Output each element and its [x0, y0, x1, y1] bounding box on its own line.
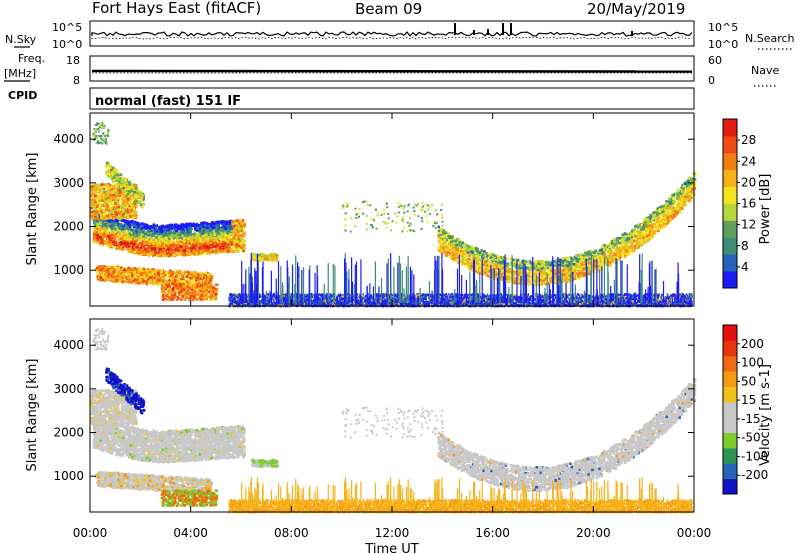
colorbar-tick-label: 8	[741, 239, 749, 253]
freq-trace	[92, 71, 692, 72]
colorbar-swatch	[723, 220, 737, 237]
nsky-label: N.Sky	[5, 33, 37, 46]
x-tick-label: 16:00	[475, 526, 510, 540]
y-tick-label: 1000	[53, 469, 84, 483]
colorbar-swatch	[723, 448, 737, 464]
colorbar-swatch	[723, 371, 737, 387]
velocity-ylabel: Slant Range [km]	[25, 359, 40, 472]
noise-tick-right-bottom: 10^0	[708, 38, 738, 51]
x-tick-label: 12:00	[375, 526, 410, 540]
y-tick-label: 4000	[53, 132, 84, 146]
nsearch-trace	[92, 37, 692, 39]
y-tick-label: 2000	[53, 426, 84, 440]
colorbar-swatch	[723, 325, 737, 341]
velocity-data	[90, 328, 696, 513]
freq-tick-top: 18	[66, 54, 80, 67]
colorbar-tick-label: 12	[741, 218, 756, 232]
cpid-label: CPID	[8, 89, 37, 102]
colorbar-tick-label: 20	[741, 175, 756, 189]
y-tick-label: 2000	[53, 220, 84, 234]
noise-tick-left-bottom: 10^0	[52, 38, 82, 51]
velocity-colorbar-label: Velocity [m s-1]	[758, 364, 773, 466]
x-tick-label: 00:00	[73, 526, 108, 540]
colorbar-swatch	[723, 153, 737, 170]
freq-unit: [MHz]	[4, 67, 36, 80]
y-tick-label: 1000	[53, 263, 84, 277]
colorbar-swatch	[723, 254, 737, 271]
nave-tick-bottom: 0	[708, 74, 715, 87]
power-data	[90, 122, 696, 307]
date-label: 20/May/2019	[587, 0, 685, 18]
colorbar-swatch	[723, 340, 737, 356]
colorbar-swatch	[723, 386, 737, 402]
y-tick-label: 3000	[53, 382, 84, 396]
noise-tick-right-top: 10^5	[708, 21, 738, 34]
colorbar-swatch	[723, 479, 737, 495]
freq-tick-bottom: 8	[73, 74, 80, 87]
nsearch-label: N.Search	[745, 32, 795, 45]
freq-label: Freq.	[18, 52, 45, 65]
nsky-trace	[92, 32, 692, 36]
rti-figure: Fort Hays East (fitACF) Beam 09 20/May/2…	[0, 0, 800, 554]
time-axis-label: Time UT	[364, 542, 418, 554]
power-colorbar-label: Power [dB]	[758, 174, 773, 245]
colorbar-swatch	[723, 417, 737, 433]
cpid-panel: CPID normal (fast) 151 IF	[8, 88, 694, 109]
colorbar-tick-label: 15	[741, 393, 756, 407]
beam-label: Beam 09	[355, 0, 422, 18]
colorbar-tick-label: 16	[741, 197, 756, 211]
nave-label: Nave	[751, 64, 779, 77]
noise-tick-left-top: 10^5	[52, 21, 82, 34]
station-title: Fort Hays East (fitACF)	[92, 0, 261, 17]
colorbar-swatch	[723, 204, 737, 221]
x-tick-label: 08:00	[274, 526, 309, 540]
colorbar-tick-label: 4	[741, 260, 749, 274]
power-ylabel: Slant Range [km]	[25, 153, 40, 266]
colorbar-swatch	[723, 170, 737, 187]
colorbar-tick-label: 200	[741, 337, 764, 351]
power-colorbar: 4 8 12 16 20 24 28	[723, 119, 756, 289]
cpid-text: normal (fast) 151 IF	[95, 94, 241, 109]
colorbar-tick-label: 28	[741, 133, 756, 147]
y-tick-label: 4000	[53, 338, 84, 352]
colorbar-swatch	[723, 237, 737, 254]
colorbar-swatch	[723, 463, 737, 479]
nave-tick-top: 60	[708, 54, 722, 67]
colorbar-swatch	[723, 271, 737, 288]
colorbar-tick-label: -200	[741, 468, 768, 482]
colorbar-swatch	[723, 136, 737, 153]
noise-panel: N.Sky 10^5 10^0 10^5 10^0 N.Search	[5, 21, 795, 51]
colorbar-swatch	[723, 402, 737, 418]
x-tick-label: 00:00	[677, 526, 712, 540]
colorbar-tick-label: 50	[741, 374, 756, 388]
power-panel: 1000 2000 3000 4000 Slant Range [km] 4 8 12 16…	[25, 113, 773, 307]
colorbar-swatch	[723, 119, 737, 136]
colorbar-swatch	[723, 433, 737, 449]
colorbar-swatch	[723, 356, 737, 372]
time-axis: 00:00 04:00 08:00 12:00 16:00 20:00 00:00	[73, 113, 712, 540]
x-tick-label: 20:00	[576, 526, 611, 540]
y-tick-label: 3000	[53, 176, 84, 190]
freq-nave-panel: Freq. [MHz] 18 8 60 0 Nave	[4, 52, 779, 87]
colorbar-tick-label: 24	[741, 154, 756, 168]
x-tick-label: 04:00	[173, 526, 208, 540]
colorbar-swatch	[723, 187, 737, 204]
